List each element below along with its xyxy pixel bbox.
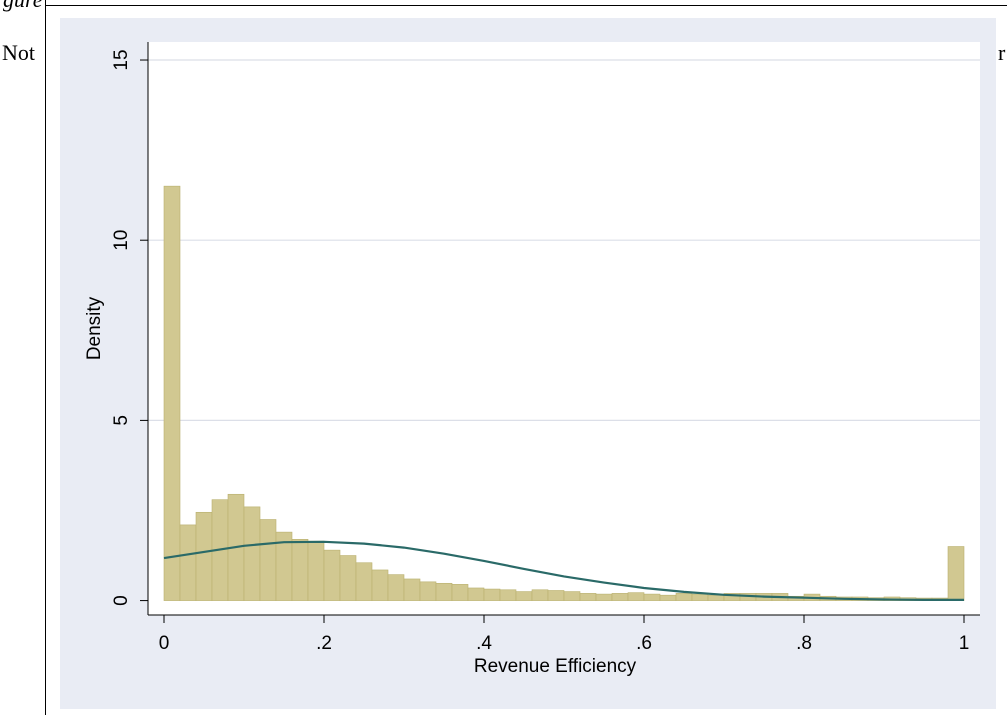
histogram-bar — [579, 593, 597, 601]
histogram-bar — [291, 539, 309, 601]
x-tick-label: 0 — [159, 633, 170, 654]
y-tick-label: 10 — [111, 230, 132, 251]
density-curve-layer — [163, 540, 964, 601]
histogram-bar — [675, 593, 693, 601]
histogram-bar — [515, 591, 533, 601]
histogram-bar — [387, 574, 405, 601]
histogram-bar — [547, 590, 565, 601]
histogram-bar — [467, 587, 485, 601]
histogram-bar — [195, 511, 213, 601]
density-curve — [163, 540, 964, 601]
x-tick-label: .2 — [316, 633, 332, 654]
document-note-fragment: Not — [2, 40, 35, 65]
histogram-bar — [163, 185, 181, 601]
axes: 0 5 10 15 0 .2 .4 .6 .8 1 — [111, 42, 980, 654]
histogram-bar — [179, 524, 197, 601]
document-caption-fragment: gure — [3, 0, 43, 13]
histogram-bar — [323, 549, 341, 601]
histogram-bar — [611, 593, 629, 601]
histogram-bar — [307, 540, 325, 601]
histogram-bar — [563, 591, 581, 601]
histogram-bar — [499, 589, 517, 601]
document-note-tail-fragment: r — [998, 40, 1006, 65]
plot-area — [148, 42, 980, 615]
histogram-bar — [691, 593, 709, 601]
histogram-bar — [419, 581, 437, 601]
histogram-bar — [595, 593, 613, 601]
y-tick-label: 5 — [111, 415, 132, 426]
histogram-bar — [371, 569, 389, 601]
histogram-bar — [259, 519, 277, 601]
histogram-bar — [483, 588, 501, 601]
histogram-bar — [643, 593, 661, 601]
x-tick-label: .8 — [796, 633, 812, 654]
histogram-bar — [339, 555, 357, 601]
histogram-bar — [947, 546, 965, 601]
document-left-border — [45, 0, 46, 715]
x-axis-title: Revenue Efficiency — [474, 656, 637, 677]
histogram-bar — [531, 589, 549, 601]
x-tick-label: 1 — [959, 633, 970, 654]
x-tick-label: .4 — [476, 633, 492, 654]
histogram-bar — [451, 584, 469, 601]
gridlines — [148, 59, 980, 421]
histogram-bar — [355, 562, 373, 601]
histogram-bar — [403, 578, 421, 601]
y-axis-title: Density — [84, 296, 105, 360]
y-tick-label: 0 — [111, 595, 132, 606]
histogram-bar — [707, 594, 725, 601]
histogram-bar — [435, 582, 453, 601]
x-tick-label: .6 — [636, 633, 652, 654]
histogram-bar — [627, 592, 645, 601]
histogram-bar — [243, 506, 261, 601]
y-tick-label: 15 — [111, 49, 132, 70]
document-top-border — [45, 5, 1007, 6]
histogram-bar — [659, 594, 677, 601]
